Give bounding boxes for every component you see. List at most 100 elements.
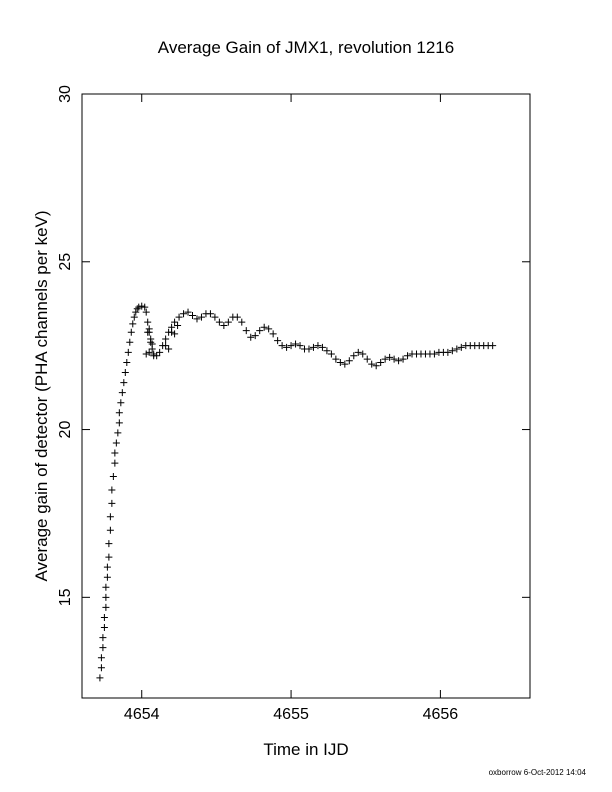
data-point	[296, 342, 304, 350]
data-point	[372, 362, 380, 370]
plot-frame	[81, 93, 531, 699]
data-point	[109, 473, 117, 481]
data-point	[108, 486, 116, 494]
data-point	[189, 311, 197, 319]
data-point	[323, 347, 331, 355]
data-point	[363, 355, 371, 363]
data-point	[404, 352, 412, 360]
data-point	[345, 357, 353, 365]
data-point	[211, 313, 219, 321]
data-point	[256, 327, 264, 335]
data-point	[184, 308, 192, 316]
x-axis-ticks: 4654 4655 4656	[124, 94, 458, 723]
data-point	[350, 352, 358, 360]
data-points	[96, 302, 497, 682]
data-point	[171, 330, 179, 338]
data-point	[145, 348, 153, 356]
data-point	[97, 664, 105, 672]
data-point	[111, 459, 119, 467]
data-point	[145, 325, 153, 333]
data-point	[103, 563, 111, 571]
data-point	[100, 624, 108, 632]
data-point	[233, 313, 241, 321]
data-point	[265, 325, 273, 333]
data-point	[399, 355, 407, 363]
data-point	[386, 353, 394, 361]
data-point	[390, 355, 398, 363]
data-point	[444, 348, 452, 356]
data-point	[309, 343, 317, 351]
data-point	[129, 320, 137, 328]
data-point	[453, 345, 461, 353]
data-point	[162, 342, 170, 350]
data-point	[238, 318, 246, 326]
x-tick-label: 4656	[423, 706, 459, 723]
data-point	[115, 419, 123, 427]
data-point	[106, 526, 114, 534]
data-point	[368, 360, 376, 368]
data-point	[126, 338, 134, 346]
data-point	[141, 303, 149, 311]
data-point	[156, 348, 164, 356]
data-point	[99, 634, 107, 642]
data-point	[102, 593, 110, 601]
data-point	[168, 328, 176, 336]
data-point	[99, 644, 107, 652]
data-point	[171, 318, 179, 326]
data-point	[147, 335, 155, 343]
data-point	[292, 340, 300, 348]
data-point	[354, 348, 362, 356]
data-point	[112, 439, 120, 447]
data-point	[314, 342, 322, 350]
data-point	[100, 613, 108, 621]
data-point	[138, 302, 146, 310]
data-point	[132, 308, 140, 316]
data-point	[150, 352, 158, 360]
data-point	[114, 429, 122, 437]
data-point	[135, 303, 143, 311]
data-point	[381, 355, 389, 363]
data-point	[120, 379, 128, 387]
data-point	[327, 350, 335, 358]
data-point	[121, 369, 129, 377]
data-point	[142, 350, 150, 358]
data-point	[97, 654, 105, 662]
data-point	[115, 409, 123, 417]
data-point	[269, 330, 277, 338]
data-point	[96, 674, 104, 682]
data-point	[242, 327, 250, 335]
data-point	[377, 358, 385, 366]
data-point	[108, 499, 116, 507]
data-point	[124, 348, 132, 356]
data-point	[448, 347, 456, 355]
data-point	[332, 355, 340, 363]
y-tick-label: 25	[57, 253, 74, 271]
data-point	[180, 310, 188, 318]
data-point	[148, 340, 156, 348]
data-point	[106, 513, 114, 521]
data-point	[144, 318, 152, 326]
data-point	[174, 322, 182, 330]
data-point	[118, 389, 126, 397]
data-point	[165, 345, 173, 353]
data-point	[105, 553, 113, 561]
data-point	[457, 343, 465, 351]
chart-title: Average Gain of JMX1, revolution 1216	[158, 38, 454, 57]
data-point	[305, 345, 313, 353]
data-point	[260, 323, 268, 331]
data-point	[247, 333, 255, 341]
y-tick-label: 15	[57, 588, 74, 606]
data-point	[175, 313, 183, 321]
data-point	[197, 313, 205, 321]
data-point	[123, 358, 131, 366]
data-point	[489, 342, 497, 350]
data-point	[206, 310, 214, 318]
data-point	[193, 315, 201, 323]
data-point	[102, 583, 110, 591]
data-point	[144, 328, 152, 336]
x-tick-label: 4654	[124, 706, 160, 723]
y-tick-label: 20	[57, 421, 74, 439]
data-point	[224, 318, 232, 326]
data-point	[430, 350, 438, 358]
data-point	[117, 399, 125, 407]
